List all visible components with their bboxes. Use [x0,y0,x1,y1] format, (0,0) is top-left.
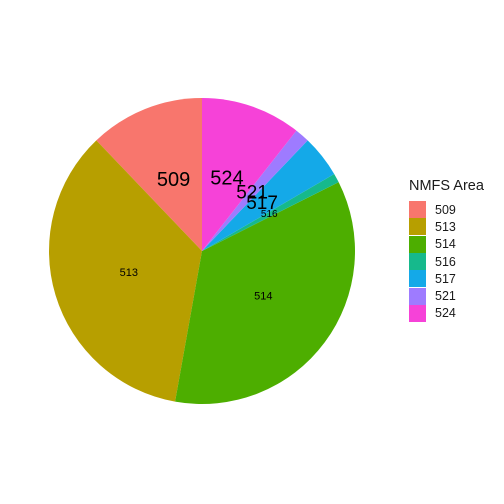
legend-key-524 [409,304,426,322]
legend-item-509: 509 [409,201,484,219]
legend-item-521: 521 [409,287,484,305]
pie-slice-517 [202,140,335,251]
slice-label-521: 521 [236,183,268,204]
slice-label-514: 514 [254,291,272,303]
pie-slice-521 [202,130,308,251]
legend-key-516 [409,253,426,271]
pie-slice-514 [175,182,356,404]
legend-label-521: 521 [435,289,456,304]
slice-label-513: 513 [120,267,138,279]
legend-key-517 [409,270,426,288]
legend-item-516: 516 [409,253,484,271]
pie-slices [49,98,356,404]
legend-key-513 [409,218,426,236]
pie-slice-516 [202,173,339,251]
legend-item-514: 514 [409,235,484,253]
legend-label-516: 516 [435,254,456,269]
legend-key-521 [409,287,426,305]
pie-slice-524 [202,98,297,251]
legend-item-513: 513 [409,218,484,236]
slice-label-509: 509 [157,169,190,191]
legend-label-517: 517 [435,271,456,286]
slice-label-524: 524 [210,168,243,190]
legend-label-514: 514 [435,237,456,252]
legend-key-514 [409,235,426,253]
slice-label-516: 516 [261,209,278,220]
legend-key-509 [409,201,426,219]
legend-item-517: 517 [409,270,484,288]
slice-label-517: 517 [246,193,278,214]
legend-label-509: 509 [435,202,456,217]
legend-item-524: 524 [409,304,484,322]
legend-label-513: 513 [435,219,456,234]
pie-slice-513 [49,140,202,402]
legend-items: 509 513 514 516 517 521 524 [409,201,484,322]
pie-slice-509 [96,98,202,251]
legend-label-524: 524 [435,306,456,321]
legend-title: NMFS Area [409,178,484,194]
legend: NMFS Area 509 513 514 516 517 521 524 [409,178,484,322]
